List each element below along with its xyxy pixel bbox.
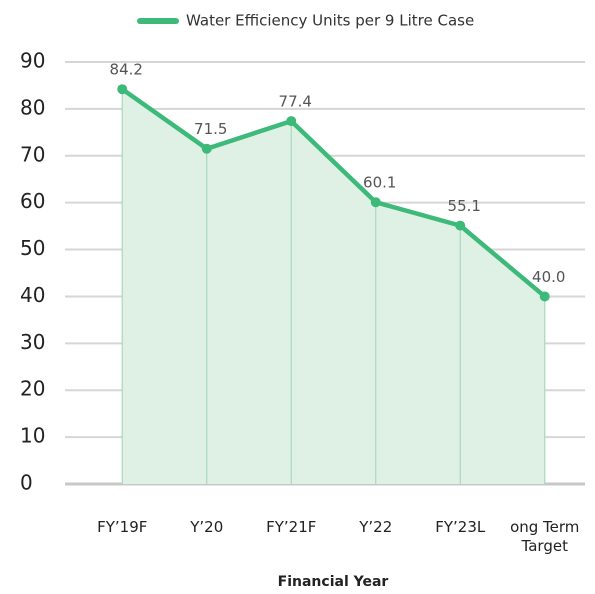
point xyxy=(286,116,297,127)
x-tick-label: FY’21F xyxy=(266,518,317,536)
x-tick-label: Y’22 xyxy=(359,518,393,536)
data-label: 71.5 xyxy=(194,120,227,138)
area xyxy=(122,89,545,484)
data-label: 60.1 xyxy=(363,174,396,192)
legend-label: Water Efficiency Units per 9 Litre Case xyxy=(186,12,474,30)
data-label: 40.0 xyxy=(532,268,565,286)
point xyxy=(201,143,212,154)
point xyxy=(117,84,128,95)
x-tick-label: FY’23L xyxy=(435,518,486,536)
data-label: 84.2 xyxy=(110,61,143,79)
point xyxy=(370,197,381,208)
y-tick-label: 0 xyxy=(20,471,33,495)
y-tick-label: 30 xyxy=(20,330,45,354)
y-tick-label: 10 xyxy=(20,424,45,448)
y-tick-label: 50 xyxy=(20,236,45,260)
x-tick-label: FY’19F xyxy=(97,518,148,536)
data-label: 55.1 xyxy=(448,197,481,215)
x-tick-label: ong Term Target xyxy=(510,518,580,555)
y-tick-label: 70 xyxy=(20,142,45,166)
line xyxy=(120,87,547,299)
data-label: 77.4 xyxy=(279,93,312,111)
y-tick-label: 40 xyxy=(20,283,45,307)
y-tick-label: 80 xyxy=(20,95,45,119)
y-tick-label: 20 xyxy=(20,377,45,401)
x-axis-label: Financial Year xyxy=(278,574,389,590)
point xyxy=(455,220,466,231)
point xyxy=(539,291,550,302)
y-tick-label: 60 xyxy=(20,189,45,213)
y-tick-label: 90 xyxy=(20,49,45,73)
x-tick-label: Y’20 xyxy=(190,518,224,536)
